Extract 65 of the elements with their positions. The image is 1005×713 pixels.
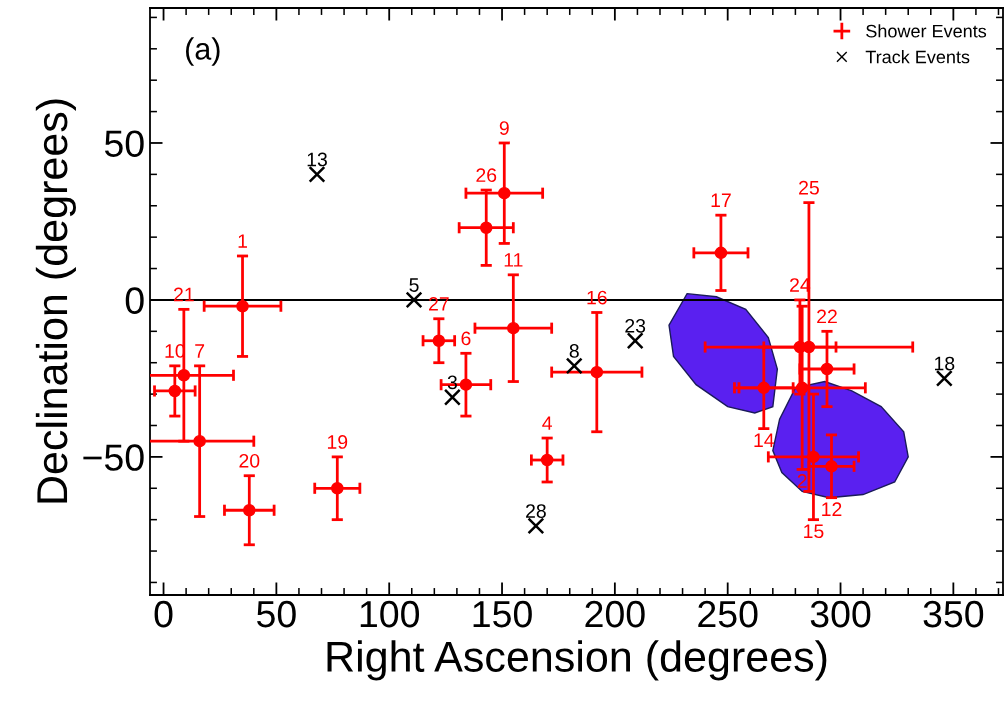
point bbox=[714, 246, 728, 260]
annotation: 20 bbox=[239, 453, 260, 468]
x-axis-title: Right Ascension (degrees) bbox=[327, 640, 827, 681]
point bbox=[825, 460, 838, 473]
annotation: 6 bbox=[461, 331, 471, 346]
annotation: 1 bbox=[238, 234, 247, 248]
point bbox=[590, 365, 604, 379]
x-tick-label: 100 bbox=[360, 600, 420, 628]
y-tick-label: 50 bbox=[104, 130, 144, 157]
annotation: 8 bbox=[569, 344, 579, 358]
point bbox=[177, 369, 191, 382]
annotation: 19 bbox=[327, 435, 348, 449]
x-tick-label: 50 bbox=[257, 600, 296, 628]
x-tick-label: 300 bbox=[810, 600, 871, 628]
annotation: 25 bbox=[799, 180, 819, 195]
point bbox=[243, 503, 256, 517]
x-tick-label: 0 bbox=[154, 600, 173, 628]
annotation: 17 bbox=[711, 193, 731, 207]
point bbox=[565, 357, 583, 375]
point bbox=[405, 291, 423, 309]
annotation: 4 bbox=[542, 416, 552, 430]
point bbox=[507, 321, 520, 335]
annotation: 7 bbox=[195, 344, 205, 358]
annotation: 26 bbox=[476, 168, 497, 183]
point bbox=[626, 332, 644, 350]
legend-label: Shower Events bbox=[866, 24, 987, 38]
annotation: 2 bbox=[797, 474, 807, 488]
x-tick-label: 150 bbox=[473, 600, 532, 628]
annotation: 9 bbox=[499, 121, 509, 135]
x-tick-label: 250 bbox=[698, 600, 758, 628]
annotation: 14 bbox=[754, 433, 775, 447]
annotation: 24 bbox=[790, 278, 811, 292]
annotation: 13 bbox=[307, 152, 327, 167]
y-tick-label: −50 bbox=[83, 444, 144, 471]
point bbox=[331, 482, 344, 495]
point bbox=[540, 453, 554, 467]
annotation: 18 bbox=[935, 356, 955, 371]
annotation: 22 bbox=[817, 309, 837, 324]
point bbox=[527, 517, 545, 535]
annotation: 28 bbox=[526, 504, 546, 518]
annotation: 15 bbox=[804, 524, 824, 539]
point bbox=[820, 362, 834, 376]
annotation: 27 bbox=[429, 296, 449, 311]
point bbox=[168, 384, 182, 398]
x-tick-label: 200 bbox=[585, 600, 645, 628]
y-axis-title: Declination (degrees) bbox=[35, 99, 76, 503]
point bbox=[802, 340, 816, 354]
annotation: (a) bbox=[186, 37, 220, 66]
point bbox=[807, 450, 820, 464]
point bbox=[443, 388, 461, 406]
annotation: 12 bbox=[822, 502, 842, 516]
x-tick-label: 350 bbox=[923, 600, 984, 628]
y-tick-label: 0 bbox=[125, 287, 144, 314]
point bbox=[479, 221, 493, 234]
legend-label: Track Events bbox=[865, 50, 970, 64]
annotation: 23 bbox=[625, 318, 646, 333]
point bbox=[236, 299, 249, 313]
point bbox=[459, 378, 473, 391]
point bbox=[757, 381, 771, 395]
annotation: 5 bbox=[409, 278, 419, 292]
point bbox=[498, 186, 511, 200]
annotation: 11 bbox=[504, 253, 523, 267]
annotation: 21 bbox=[174, 287, 194, 302]
point bbox=[193, 434, 206, 448]
point bbox=[432, 334, 446, 347]
